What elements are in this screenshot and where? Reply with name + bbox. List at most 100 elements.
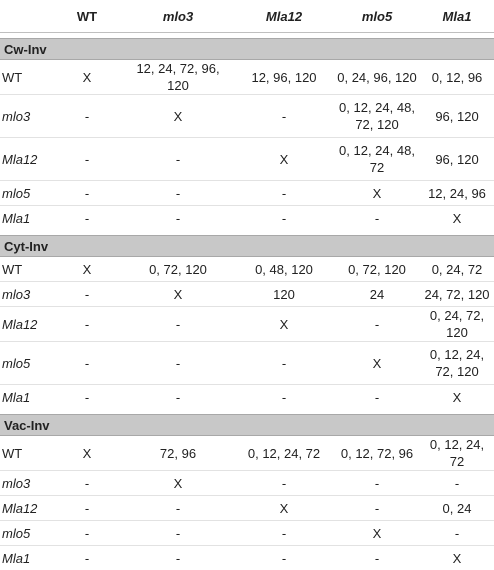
table-cell: - xyxy=(122,138,234,181)
table-cell: 72, 96 xyxy=(122,436,234,471)
table-cell: X xyxy=(52,257,122,282)
table-cell: 0, 12, 24, 72 xyxy=(420,436,494,471)
row-label: Mla12 xyxy=(0,307,52,342)
table-cell: 12, 24, 96 xyxy=(420,181,494,206)
table-cell: X xyxy=(334,521,420,546)
table-cell: - xyxy=(234,206,334,231)
table-cell: 0, 12, 24, 72, 120 xyxy=(420,342,494,385)
table-cell: 120 xyxy=(234,282,334,307)
section-title: Cw-Inv xyxy=(0,39,494,60)
table-cell: - xyxy=(234,385,334,410)
row-label: Mla1 xyxy=(0,206,52,231)
table-cell: - xyxy=(52,546,122,570)
column-header: Mla1 xyxy=(420,0,494,33)
table-cell: - xyxy=(234,471,334,496)
table-cell: - xyxy=(52,206,122,231)
table-cell: - xyxy=(52,385,122,410)
table-cell: X xyxy=(122,95,234,138)
row-label: mlo5 xyxy=(0,342,52,385)
table-row: Mla12--X-0, 24, 72, 120 xyxy=(0,307,494,342)
table-cell: 12, 24, 72, 96, 120 xyxy=(122,60,234,95)
table-cell: 0, 12, 72, 96 xyxy=(334,436,420,471)
row-label: Mla1 xyxy=(0,385,52,410)
table-cell: 96, 120 xyxy=(420,138,494,181)
row-label: WT xyxy=(0,436,52,471)
row-label: Mla1 xyxy=(0,546,52,570)
table-cell: X xyxy=(420,385,494,410)
header-row: WT mlo3 Mla12 mlo5 Mla1 xyxy=(0,0,494,33)
table-cell: 12, 96, 120 xyxy=(234,60,334,95)
row-label: mlo3 xyxy=(0,282,52,307)
table-cell: 0, 24, 96, 120 xyxy=(334,60,420,95)
table-cell: - xyxy=(122,546,234,570)
table-cell: - xyxy=(334,206,420,231)
table-cell: - xyxy=(122,496,234,521)
table-cell: - xyxy=(334,385,420,410)
table-cell: - xyxy=(52,307,122,342)
row-label: mlo5 xyxy=(0,521,52,546)
table-cell: - xyxy=(52,521,122,546)
table-cell: 24 xyxy=(334,282,420,307)
table-cell: X xyxy=(234,138,334,181)
table-row: Mla1----X xyxy=(0,546,494,570)
table-row: Mla12--X-0, 24 xyxy=(0,496,494,521)
row-label: Mla12 xyxy=(0,138,52,181)
table-cell: X xyxy=(420,206,494,231)
table-cell: - xyxy=(52,471,122,496)
table-cell: - xyxy=(122,521,234,546)
table-cell: X xyxy=(52,436,122,471)
table-cell: - xyxy=(334,307,420,342)
table-cell: 0, 24, 72 xyxy=(420,257,494,282)
table-cell: - xyxy=(122,206,234,231)
header-corner xyxy=(0,0,52,33)
table-cell: 0, 12, 24, 48, 72 xyxy=(334,138,420,181)
table-cell: 24, 72, 120 xyxy=(420,282,494,307)
table-cell: 0, 24, 72, 120 xyxy=(420,307,494,342)
table-cell: - xyxy=(52,95,122,138)
table-cell: 0, 12, 24, 72 xyxy=(234,436,334,471)
column-header: mlo3 xyxy=(122,0,234,33)
column-header: WT xyxy=(52,0,122,33)
table-cell: 96, 120 xyxy=(420,95,494,138)
section-title: Cyt-Inv xyxy=(0,236,494,257)
table-cell: - xyxy=(122,385,234,410)
table-row: Mla1----X xyxy=(0,385,494,410)
table-cell: - xyxy=(334,546,420,570)
column-header: mlo5 xyxy=(334,0,420,33)
section-header-row: Cyt-Inv xyxy=(0,236,494,257)
table-cell: X xyxy=(234,496,334,521)
column-header: Mla12 xyxy=(234,0,334,33)
row-label: WT xyxy=(0,60,52,95)
table-cell: - xyxy=(122,181,234,206)
table-cell: 0, 12, 96 xyxy=(420,60,494,95)
table-cell: - xyxy=(52,181,122,206)
table-cell: - xyxy=(420,521,494,546)
table-cell: X xyxy=(234,307,334,342)
table-cell: - xyxy=(234,181,334,206)
row-label: Mla12 xyxy=(0,496,52,521)
table-cell: - xyxy=(52,138,122,181)
row-label: mlo3 xyxy=(0,471,52,496)
table-cell: - xyxy=(420,471,494,496)
table-cell: X xyxy=(52,60,122,95)
table-cell: - xyxy=(334,471,420,496)
table-cell: X xyxy=(122,471,234,496)
table-cell: - xyxy=(234,95,334,138)
section-title: Vac-Inv xyxy=(0,415,494,436)
table-row: mlo5---X- xyxy=(0,521,494,546)
table-cell: - xyxy=(52,496,122,521)
section-header-row: Vac-Inv xyxy=(0,415,494,436)
table-cell: - xyxy=(234,521,334,546)
table-cell: - xyxy=(334,496,420,521)
table-cell: 0, 48, 120 xyxy=(234,257,334,282)
